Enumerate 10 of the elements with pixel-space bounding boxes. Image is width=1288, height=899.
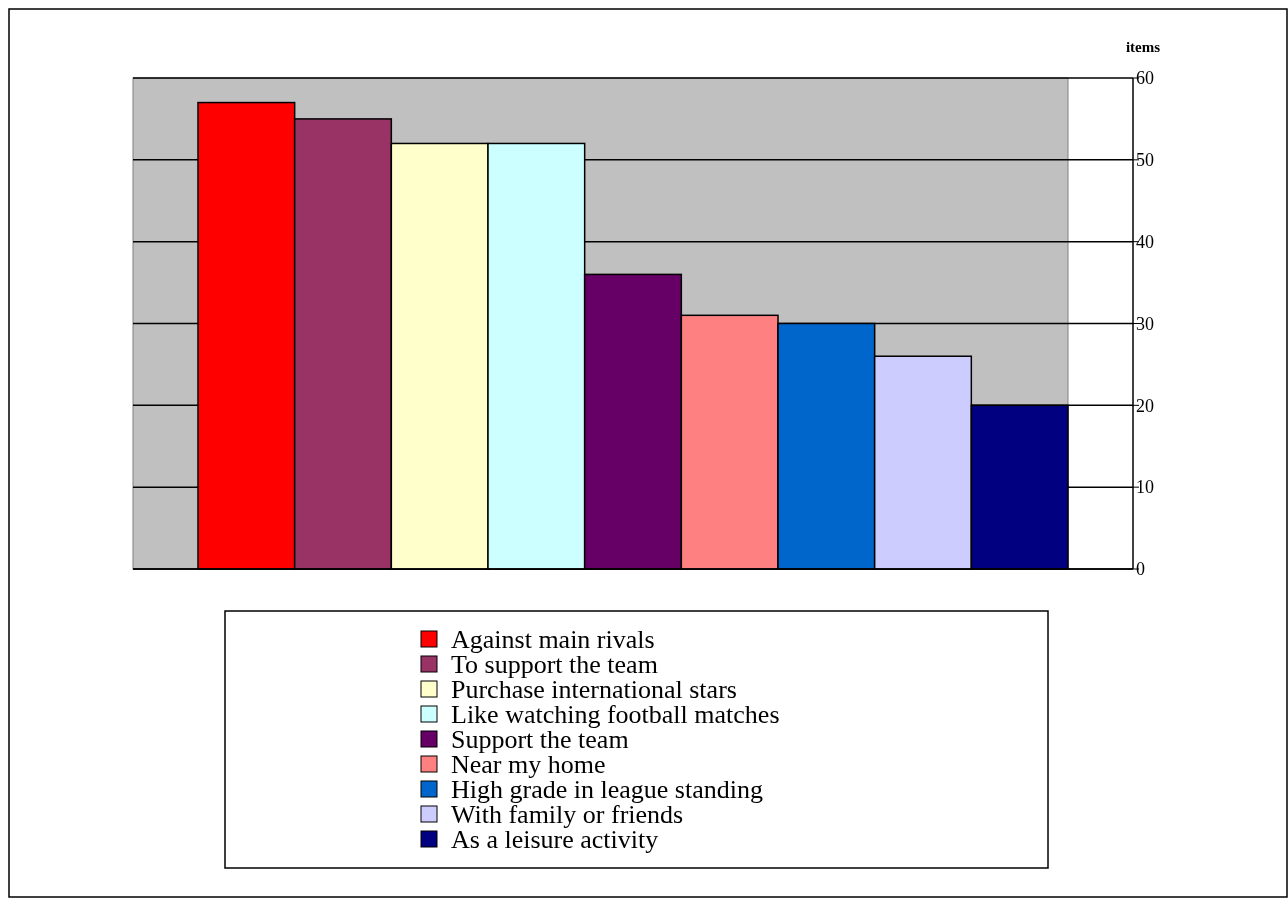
y-tick-label: 20 bbox=[1136, 395, 1154, 416]
y-tick-label: 10 bbox=[1136, 477, 1154, 498]
y-tick-label: 60 bbox=[1136, 68, 1154, 89]
legend-label: Like watching football matches bbox=[451, 700, 780, 730]
legend-label: Against main rivals bbox=[451, 625, 655, 655]
y-tick-label: 30 bbox=[1136, 313, 1154, 334]
y-tick-label: 50 bbox=[1136, 150, 1154, 171]
y-axis-title: items bbox=[1125, 39, 1161, 55]
y-tick-label: 0 bbox=[1136, 559, 1145, 580]
y-tick-label: 40 bbox=[1136, 231, 1154, 252]
